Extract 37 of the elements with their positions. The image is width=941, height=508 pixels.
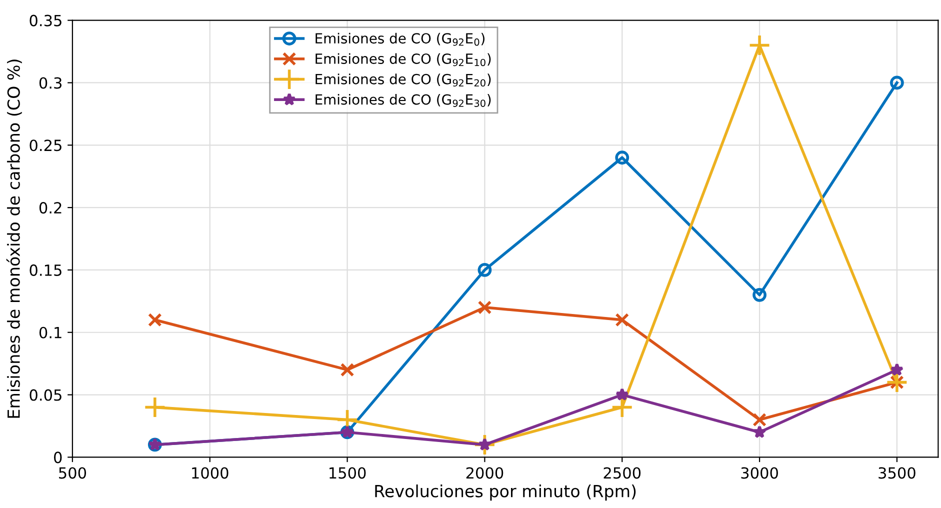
x-tick-label: 3000 [741, 467, 778, 479]
x-tick-label: 1000 [192, 467, 228, 479]
point [752, 288, 766, 302]
y-tick-label: 0.25 [30, 140, 62, 152]
y-tick-label: 0.3 [39, 77, 62, 89]
y-tick-label: 0.15 [30, 264, 62, 276]
point [752, 425, 766, 438]
x-tick-label: 3500 [878, 467, 916, 479]
point [615, 150, 630, 165]
point [748, 34, 771, 56]
y-axis-title: Emisiones de monóxido de carbono (CO %) [6, 60, 22, 418]
point [478, 438, 492, 451]
x-axis-title: Revoluciones por minuto (Rpm) [375, 484, 636, 501]
x-tick-label: 500 [59, 467, 86, 479]
point [474, 434, 496, 456]
point [478, 300, 492, 314]
point [340, 362, 354, 377]
y-tick-label: 0.35 [30, 14, 62, 26]
y-tick-label: 0.05 [30, 389, 62, 401]
legend-label: Emisiones de CO (G$_{92}$E$_{30}$) [316, 94, 491, 107]
x-tick-label: 2500 [604, 467, 641, 479]
x-tick-label: 1500 [330, 467, 366, 479]
legend-label: Emisiones de CO (G$_{92}$E$_{0}$) [316, 32, 484, 46]
point [615, 388, 629, 401]
point [615, 312, 630, 327]
x-tick-label: 2000 [466, 467, 504, 479]
y-tick-label: 0.1 [39, 326, 62, 338]
point [478, 263, 492, 277]
point [890, 76, 904, 90]
y-tick-label: 0.2 [39, 202, 62, 214]
legend-label: Emisiones de CO (G$_{92}$E$_{10}$) [316, 53, 491, 66]
point [890, 362, 904, 376]
legend-label: Emisiones de CO (G$_{92}$E$_{20}$) [316, 74, 491, 87]
point [148, 312, 162, 327]
y-tick-label: 0 [54, 452, 62, 464]
point [752, 412, 766, 427]
point [144, 396, 166, 418]
